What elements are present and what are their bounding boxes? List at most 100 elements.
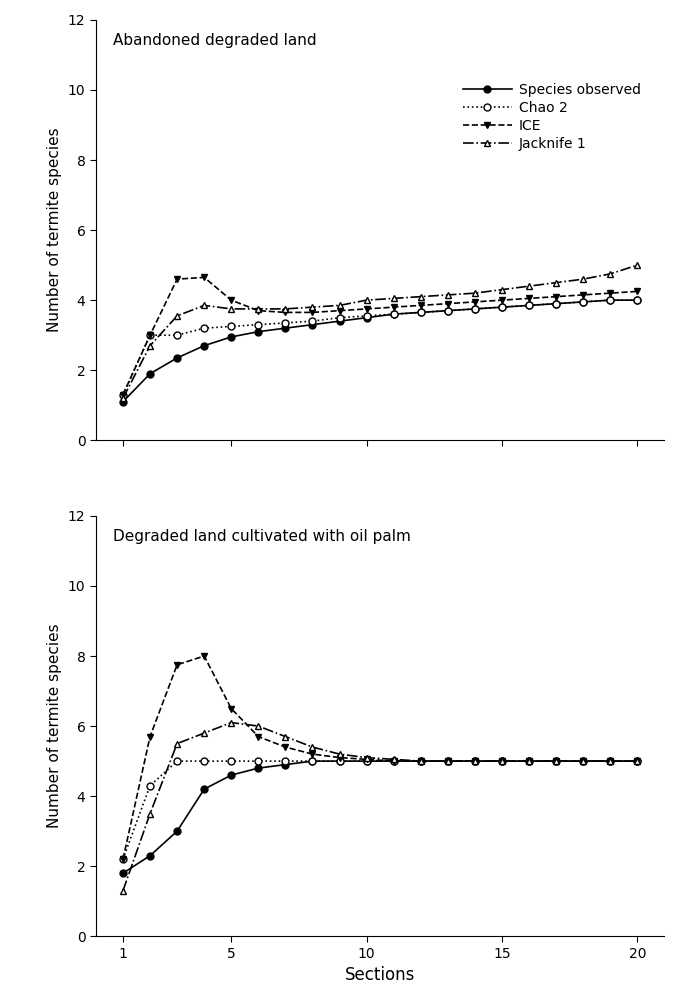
ICE [308,748,316,760]
Jacknife 1 [254,303,262,315]
ICE [471,755,479,767]
Chao 2 [633,755,641,767]
Jacknife 1 [390,293,398,305]
Chao 2 [579,755,587,767]
Line: Jacknife 1: Jacknife 1 [119,262,641,401]
Jacknife 1 [552,755,560,767]
Chao 2 [444,755,452,767]
Species observed [282,759,290,771]
Chao 2 [173,755,182,767]
Line: ICE: ICE [119,274,641,398]
Jacknife 1 [606,268,614,280]
Species observed [579,755,587,767]
Species observed [173,825,182,837]
Jacknife 1 [525,280,533,292]
Jacknife 1 [336,748,344,760]
ICE [336,752,344,764]
ICE [254,731,262,743]
Jacknife 1 [119,884,127,896]
Chao 2 [282,317,290,329]
Y-axis label: Number of termite species: Number of termite species [47,623,62,829]
Line: Species observed: Species observed [119,758,641,876]
Chao 2 [525,755,533,767]
ICE [200,271,208,283]
ICE [254,305,262,317]
ICE [146,330,154,342]
Species observed [471,755,479,767]
Jacknife 1 [633,755,641,767]
Jacknife 1 [444,289,452,301]
Species observed [471,303,479,315]
Species observed [200,340,208,352]
Chao 2 [606,755,614,767]
Text: Degraded land cultivated with oil palm: Degraded land cultivated with oil palm [113,529,411,544]
Chao 2 [390,755,398,767]
Chao 2 [633,294,641,306]
Jacknife 1 [498,284,506,296]
Jacknife 1 [173,310,182,322]
Chao 2 [471,755,479,767]
Jacknife 1 [471,287,479,299]
Chao 2 [362,755,371,767]
Chao 2 [119,854,127,866]
ICE [498,755,506,767]
Jacknife 1 [606,755,614,767]
Legend: Species observed, Chao 2, ICE, Jacknife 1: Species observed, Chao 2, ICE, Jacknife … [458,78,646,157]
Species observed [552,298,560,310]
Species observed [525,300,533,312]
Chao 2 [227,755,236,767]
ICE [390,755,398,767]
Chao 2 [254,319,262,331]
Chao 2 [200,322,208,334]
ICE [416,300,425,312]
ICE [498,294,506,306]
Species observed [390,308,398,320]
Line: Chao 2: Chao 2 [119,297,641,398]
Chao 2 [282,755,290,767]
Jacknife 1 [525,755,533,767]
Chao 2 [336,755,344,767]
ICE [633,286,641,298]
Species observed [606,294,614,306]
ICE [200,650,208,662]
Y-axis label: Number of termite species: Number of termite species [47,127,62,333]
ICE [173,273,182,285]
Jacknife 1 [633,259,641,271]
Jacknife 1 [282,731,290,743]
Jacknife 1 [362,294,371,306]
Jacknife 1 [119,392,127,404]
Species observed [416,307,425,319]
ICE [471,296,479,308]
Species observed [444,755,452,767]
Chao 2 [552,298,560,310]
Jacknife 1 [336,300,344,312]
ICE [552,755,560,767]
Species observed [362,755,371,767]
Chao 2 [119,388,127,400]
Species observed [552,755,560,767]
Species observed [525,755,533,767]
ICE [444,755,452,767]
Chao 2 [498,755,506,767]
ICE [525,293,533,305]
ICE [146,731,154,743]
Species observed [336,755,344,767]
ICE [444,298,452,310]
Chao 2 [308,315,316,327]
Species observed [416,755,425,767]
Jacknife 1 [254,720,262,732]
Chao 2 [498,301,506,313]
Chao 2 [146,330,154,342]
Jacknife 1 [416,755,425,767]
Chao 2 [416,307,425,319]
Jacknife 1 [579,273,587,285]
ICE [173,658,182,670]
Jacknife 1 [227,716,236,728]
Chao 2 [173,330,182,342]
Species observed [633,755,641,767]
Jacknife 1 [362,752,371,764]
ICE [416,755,425,767]
Jacknife 1 [390,753,398,765]
Species observed [308,319,316,331]
Chao 2 [308,755,316,767]
